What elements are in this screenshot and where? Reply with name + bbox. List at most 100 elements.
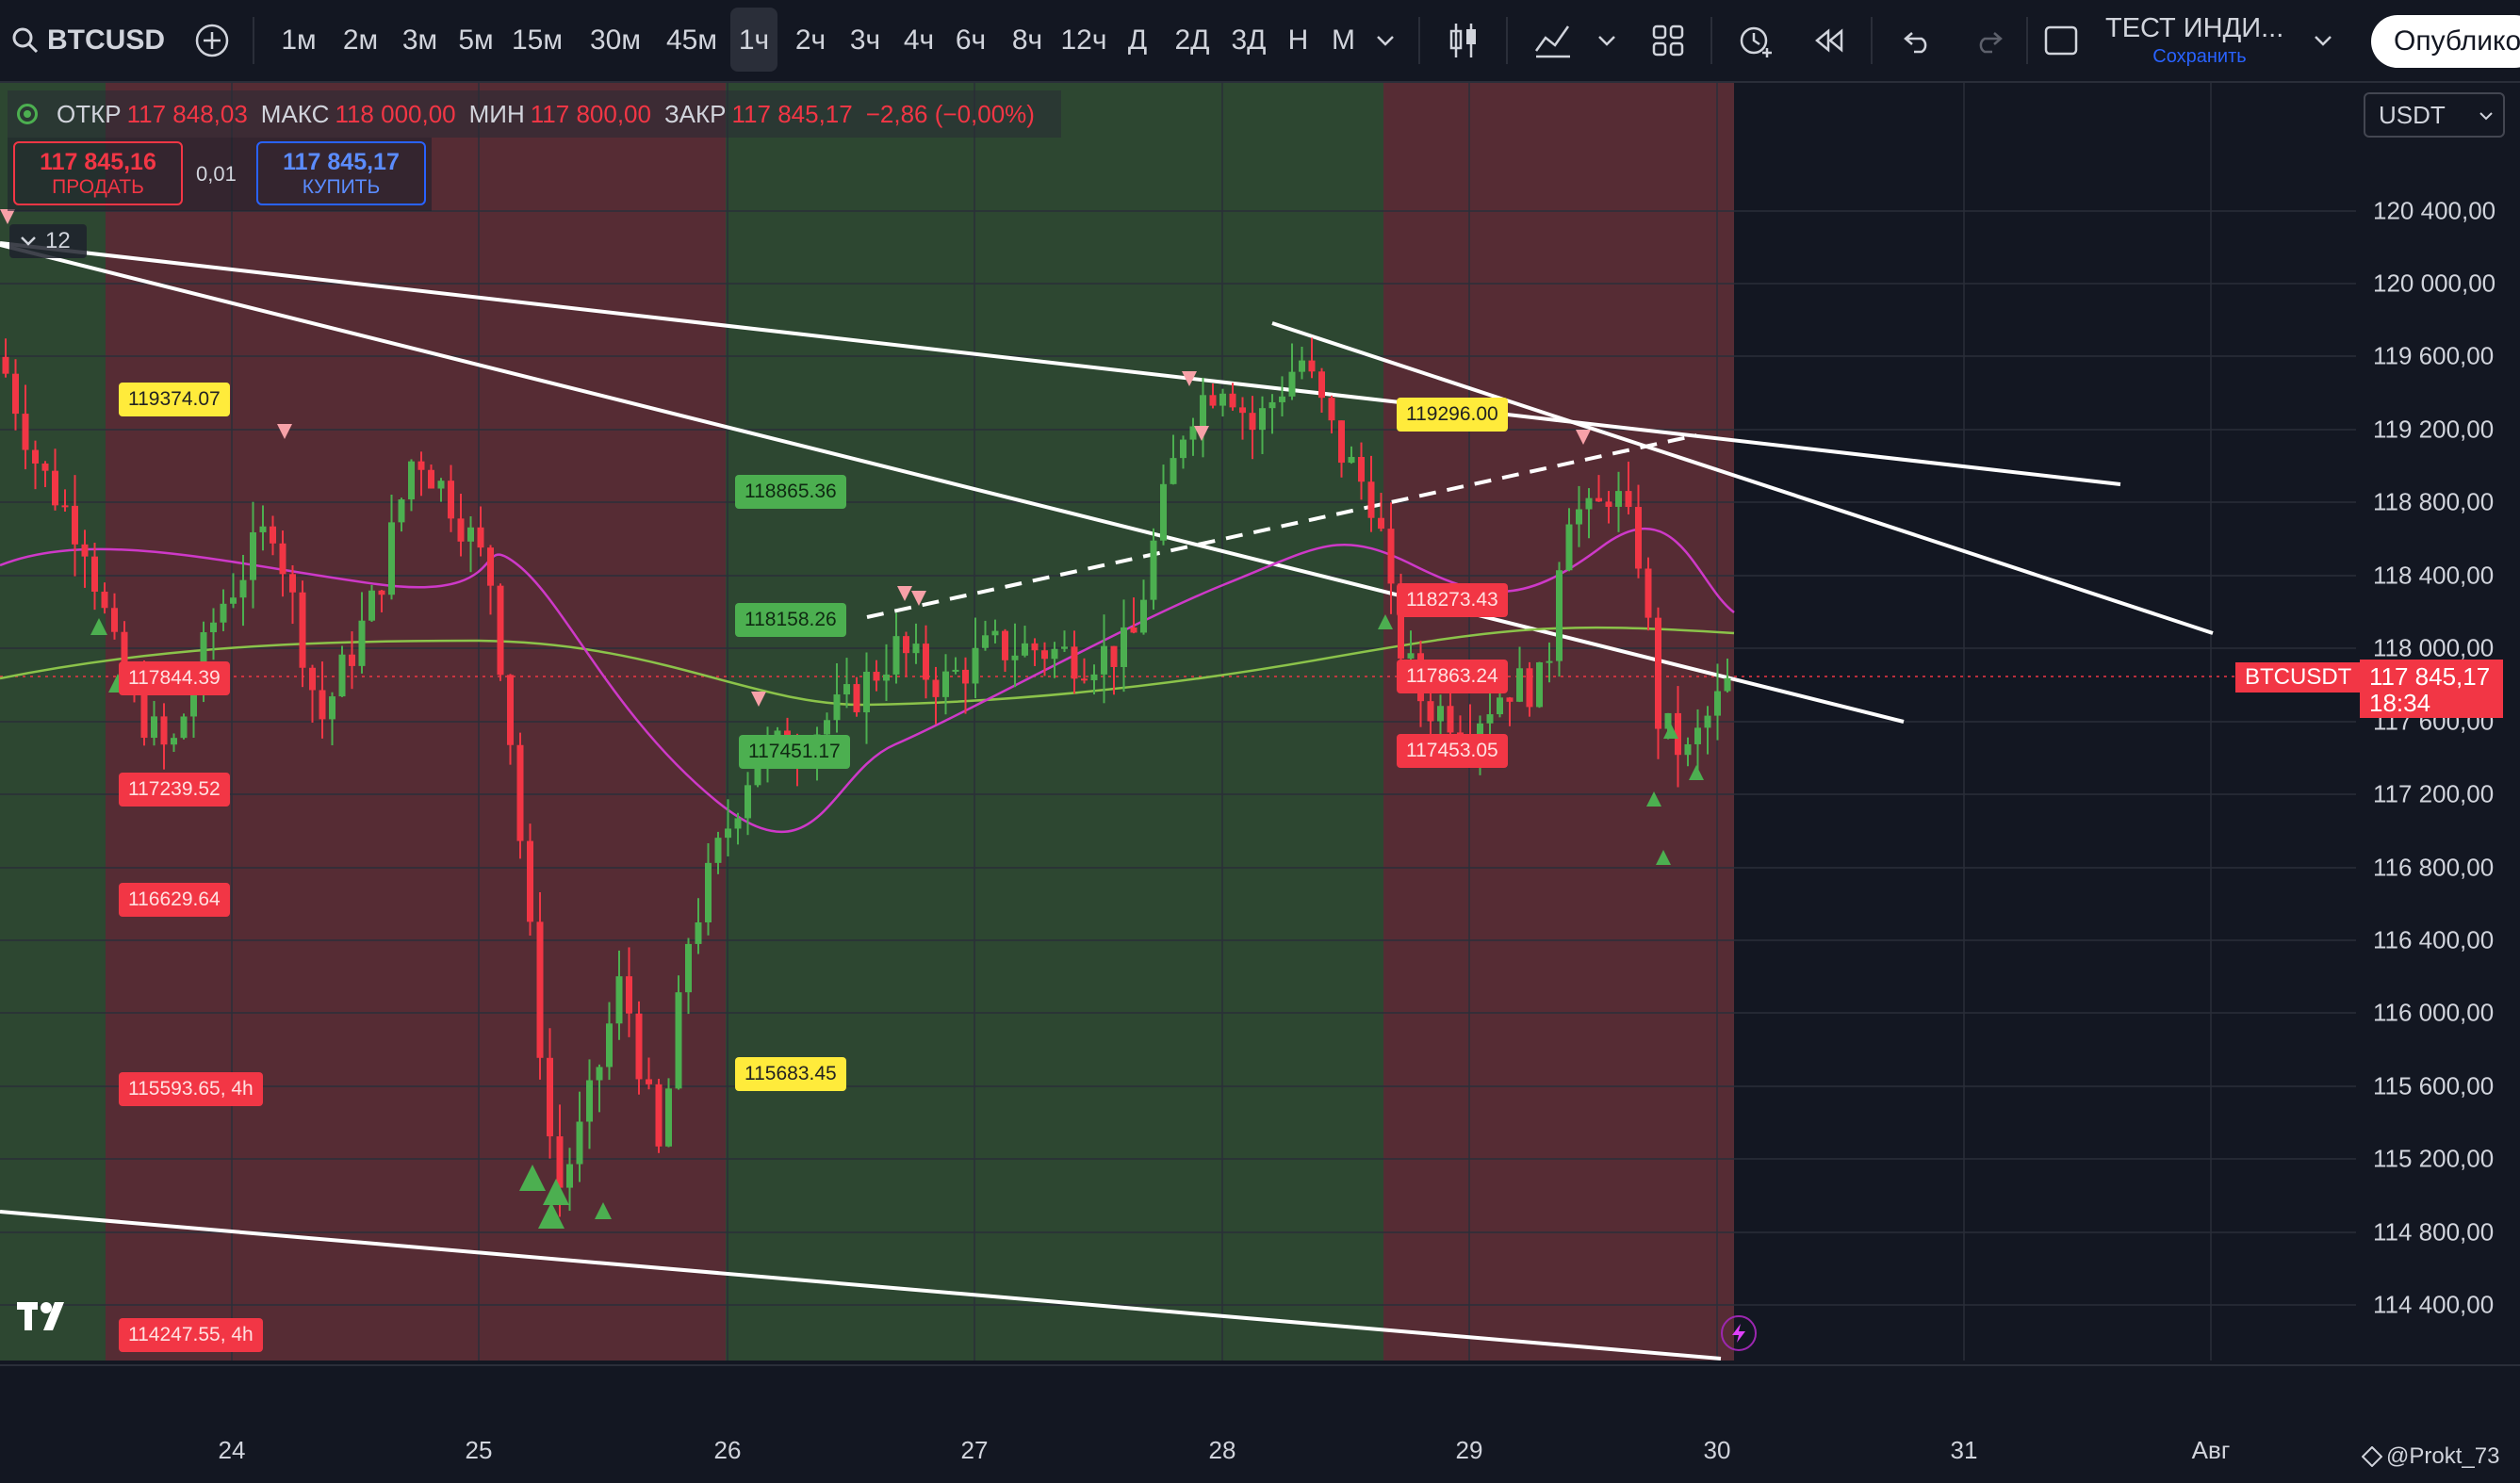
- currency-select[interactable]: USDT: [2364, 92, 2505, 138]
- interval-15[interactable]: 2Д: [1174, 24, 1210, 56]
- buy-button[interactable]: 117 845,17 КУПИТЬ: [256, 141, 426, 205]
- undo-icon[interactable]: [1894, 0, 1941, 81]
- high-label: МАКС: [260, 99, 330, 128]
- candle-body: [467, 527, 474, 542]
- candle-body: [180, 716, 188, 739]
- interval-4[interactable]: 15м: [512, 24, 563, 56]
- candle-body: [329, 696, 335, 720]
- sell-signal-marker: [1194, 426, 1209, 441]
- redo-icon[interactable]: [1965, 0, 2012, 81]
- bar-countdown: 18:34: [2369, 689, 2431, 717]
- candle-body: [1407, 653, 1415, 659]
- candle-body: [1348, 456, 1355, 464]
- interval-12[interactable]: 8ч: [1011, 24, 1043, 56]
- interval-17[interactable]: Н: [1287, 24, 1309, 56]
- price-chart[interactable]: [0, 83, 2520, 1364]
- watermark: @Prokt_73: [2362, 1443, 2499, 1470]
- interval-14[interactable]: Д: [1127, 24, 1148, 56]
- interval-16[interactable]: 3Д: [1231, 24, 1267, 56]
- candle-body: [635, 1013, 643, 1080]
- candle-body: [1308, 360, 1316, 372]
- time-axis[interactable]: [0, 1364, 2520, 1483]
- alert-add-icon[interactable]: [1732, 0, 1779, 81]
- interval-18[interactable]: М: [1332, 24, 1355, 56]
- interval-0[interactable]: 1м: [281, 24, 317, 56]
- fullscreen-icon[interactable]: [2037, 0, 2085, 81]
- candle-body: [1565, 524, 1573, 571]
- symbol-search[interactable]: BTCUSD: [11, 0, 172, 81]
- candle-body: [556, 1136, 564, 1188]
- candle-body: [1061, 646, 1068, 649]
- candle-body: [151, 716, 157, 739]
- ohlc-legend: ОТКР 117 848,03 МАКС 118 000,00 МИН 117 800…: [8, 90, 1061, 138]
- candle-body: [615, 976, 623, 1024]
- currency-value: USDT: [2379, 100, 2446, 129]
- candle-body: [160, 716, 168, 745]
- candle-body: [408, 461, 415, 500]
- candle-body: [1189, 426, 1197, 440]
- candle-body: [745, 785, 751, 819]
- layout-chevron-down-icon[interactable]: [2309, 0, 2337, 81]
- time-tick: 24: [218, 1436, 246, 1464]
- candle-body: [1536, 661, 1543, 708]
- time-tick: 31: [1950, 1436, 1978, 1464]
- symbol-label: BTCUSD: [47, 24, 165, 56]
- sell-button[interactable]: 117 845,16 ПРОДАТЬ: [13, 141, 183, 205]
- interval-10[interactable]: 4ч: [903, 24, 935, 56]
- candle-body: [289, 574, 296, 593]
- replay-icon[interactable]: [1805, 0, 1852, 81]
- interval-7[interactable]: 1ч: [738, 24, 770, 56]
- interval-6[interactable]: 45м: [666, 24, 717, 56]
- price-tick: 120 400,00: [2373, 196, 2496, 225]
- candle-body: [892, 636, 900, 675]
- buy-signal-marker: [1689, 765, 1704, 780]
- candle-body: [695, 921, 702, 944]
- lightning-icon[interactable]: [1721, 1315, 1757, 1351]
- candle-body: [1615, 491, 1622, 507]
- candle-body: [1576, 509, 1582, 525]
- ma-short: [0, 528, 1735, 834]
- save-button[interactable]: Сохранить: [2152, 46, 2247, 67]
- signal-markers: [0, 209, 1704, 1229]
- layout-grid-icon[interactable]: [1645, 0, 1692, 81]
- buy-signal-marker: [519, 1165, 546, 1191]
- candle-body: [725, 828, 731, 839]
- add-symbol-button[interactable]: [188, 0, 236, 81]
- indicators-chevron-down-icon[interactable]: [1593, 0, 1621, 81]
- interval-selected-bg: [730, 8, 777, 72]
- candle-body: [982, 635, 989, 648]
- interval-8[interactable]: 2ч: [794, 24, 826, 56]
- interval-1[interactable]: 2м: [342, 24, 379, 56]
- price-tick: 117 200,00: [2373, 779, 2495, 808]
- candle-body: [437, 481, 445, 489]
- level-tag: 117863.24: [1397, 660, 1508, 693]
- candle-body: [398, 499, 405, 523]
- candle-type-icon[interactable]: [1442, 0, 1485, 81]
- candle-body: [685, 943, 692, 993]
- candle-body: [1101, 645, 1107, 675]
- interval-9[interactable]: 3ч: [849, 24, 881, 56]
- open-value: 117 848,03: [126, 99, 248, 128]
- sell-signal-marker: [911, 591, 926, 606]
- interval-13[interactable]: 12ч: [1060, 24, 1107, 56]
- publish-button[interactable]: Опублико: [2371, 15, 2520, 68]
- indicators-icon[interactable]: [1527, 0, 1579, 81]
- candle-body: [1526, 668, 1533, 708]
- interval-5[interactable]: 30м: [590, 24, 641, 56]
- price-tick: 119 600,00: [2373, 341, 2495, 370]
- buy-signal-marker: [543, 1179, 569, 1205]
- indicators-collapse-button[interactable]: 12: [9, 224, 87, 258]
- visibility-toggle-icon[interactable]: [17, 104, 38, 124]
- layout-name-block[interactable]: ТЕСТ ИНДИ... Сохранить: [2105, 13, 2294, 70]
- candle-body: [1259, 408, 1266, 431]
- candle-body: [61, 505, 69, 508]
- interval-2[interactable]: 3м: [401, 24, 438, 56]
- candle-body: [12, 373, 19, 415]
- sell-signal-marker: [1182, 371, 1197, 386]
- candle-body: [210, 622, 217, 633]
- interval-11[interactable]: 6ч: [955, 24, 987, 56]
- interval-3[interactable]: 5м: [458, 24, 494, 56]
- candle-body: [1090, 674, 1098, 680]
- tradingview-logo-icon[interactable]: [17, 1300, 79, 1334]
- interval-dropdown-chevron-icon[interactable]: [1371, 0, 1399, 81]
